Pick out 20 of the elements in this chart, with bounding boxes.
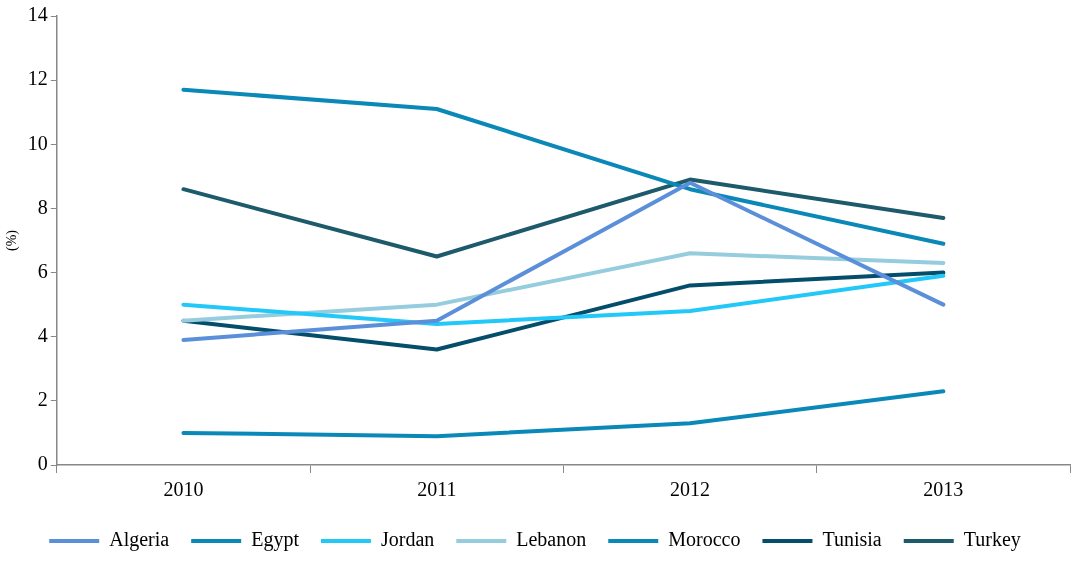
y-tick-label: 10 [27,131,48,154]
y-tick-label: 2 [37,388,48,411]
y-tick-label: 14 [27,3,48,26]
legend-label: Turkey [963,528,1021,552]
legend-label: Morocco [668,528,741,551]
x-tick-label: 2012 [670,478,711,501]
x-tick-label: 2013 [923,478,964,501]
y-tick-label: 12 [27,67,48,90]
x-tick-label: 2010 [163,478,204,501]
y-tick-label: 0 [37,452,48,475]
y-axis-title: (%) [4,229,21,251]
x-tick-label: 2011 [417,478,457,501]
y-tick-label: 4 [37,323,48,346]
y-tick-label: 6 [37,259,48,282]
legend-label: Algeria [109,528,170,552]
legend-label: Egypt [251,528,300,552]
legend-label: Jordan [380,528,435,551]
y-tick-label: 8 [37,195,48,218]
legend-label: Tunisia [822,528,882,551]
legend-label: Lebanon [516,528,587,551]
